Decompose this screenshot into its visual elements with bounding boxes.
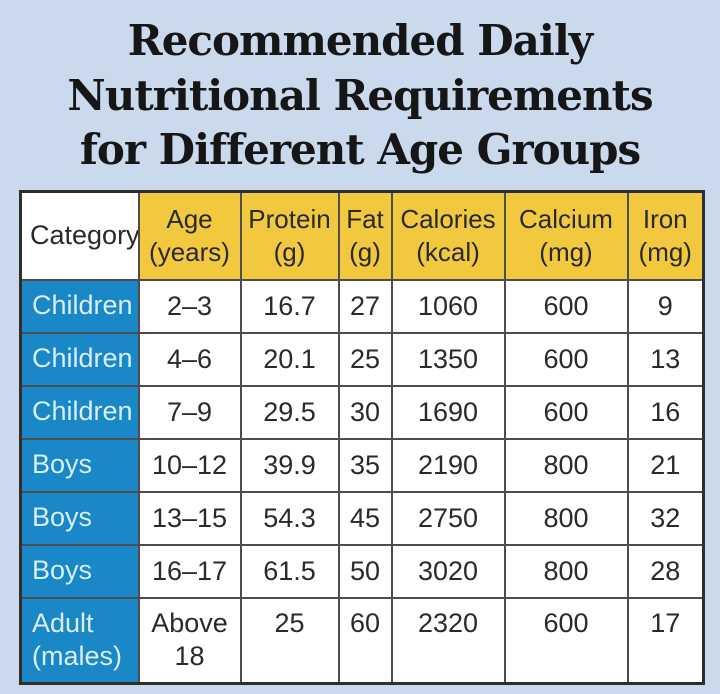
cell-category: Boys bbox=[19, 490, 140, 546]
cell-protein: 20.1 bbox=[239, 331, 340, 387]
cell-age: 13–15 bbox=[137, 490, 242, 546]
header-row: Category Age (years) Protein (g) Fat (g) Ca… bbox=[19, 190, 705, 281]
cell-category: Adult (males) bbox=[19, 596, 140, 685]
cell-protein: 16.7 bbox=[239, 278, 340, 334]
cell-category: Children bbox=[19, 278, 140, 334]
cell-protein: 29.5 bbox=[239, 384, 340, 440]
column-header-protein: Protein (g) bbox=[239, 190, 340, 281]
cell-iron: 13 bbox=[626, 331, 705, 387]
cell-age: 7–9 bbox=[137, 384, 242, 440]
cell-iron: 32 bbox=[626, 490, 705, 546]
cell-calories: 1690 bbox=[390, 384, 506, 440]
cell-calories: 1350 bbox=[390, 331, 506, 387]
cell-iron: 16 bbox=[626, 384, 705, 440]
nutrition-table: Category Age (years) Protein (g) Fat (g) Ca… bbox=[19, 190, 705, 685]
table-row: Boys 16–17 61.5 50 3020 800 28 bbox=[19, 543, 705, 599]
cell-iron: 9 bbox=[626, 278, 705, 334]
column-header-fat: Fat (g) bbox=[337, 190, 393, 281]
cell-calories: 3020 bbox=[390, 543, 506, 599]
cell-calcium: 600 bbox=[503, 278, 629, 334]
page-title: Recommended Daily Nutritional Requiremen… bbox=[0, 0, 720, 178]
cell-category: Boys bbox=[19, 437, 140, 493]
cell-iron: 28 bbox=[626, 543, 705, 599]
cell-protein: 39.9 bbox=[239, 437, 340, 493]
table-row: Children 4–6 20.1 25 1350 600 13 bbox=[19, 331, 705, 387]
cell-calcium: 600 bbox=[503, 331, 629, 387]
table-row: Children 7–9 29.5 30 1690 600 16 bbox=[19, 384, 705, 440]
table-row: Children 2–3 16.7 27 1060 600 9 bbox=[19, 278, 705, 334]
column-header-calories: Calories (kcal) bbox=[390, 190, 506, 281]
cell-age: 16–17 bbox=[137, 543, 242, 599]
cell-fat: 30 bbox=[337, 384, 393, 440]
cell-calories: 2320 bbox=[390, 596, 506, 685]
cell-calcium: 800 bbox=[503, 437, 629, 493]
title-line-1: Recommended Daily bbox=[127, 16, 593, 65]
table-row: Boys 10–12 39.9 35 2190 800 21 bbox=[19, 437, 705, 493]
column-header-iron: Iron (mg) bbox=[626, 190, 705, 281]
cell-fat: 60 bbox=[337, 596, 393, 685]
cell-age: 10–12 bbox=[137, 437, 242, 493]
column-header-age: Age (years) bbox=[137, 190, 242, 281]
cell-fat: 27 bbox=[337, 278, 393, 334]
cell-fat: 45 bbox=[337, 490, 393, 546]
cell-category: Children bbox=[19, 384, 140, 440]
column-header-calcium: Calcium (mg) bbox=[503, 190, 629, 281]
cell-age: 2–3 bbox=[137, 278, 242, 334]
cell-calcium: 600 bbox=[503, 384, 629, 440]
cell-calories: 2750 bbox=[390, 490, 506, 546]
cell-protein: 25 bbox=[239, 596, 340, 685]
table-row: Adult (males) Above 18 25 60 2320 600 17 bbox=[19, 596, 705, 685]
cell-iron: 21 bbox=[626, 437, 705, 493]
column-header-category: Category bbox=[19, 190, 140, 281]
cell-age: 4–6 bbox=[137, 331, 242, 387]
cell-calcium: 800 bbox=[503, 543, 629, 599]
title-line-3: for Different Age Groups bbox=[79, 125, 641, 175]
cell-category: Children bbox=[19, 331, 140, 387]
title-line-2: Nutritional Requirements bbox=[67, 70, 653, 120]
cell-calcium: 600 bbox=[503, 596, 629, 685]
cell-protein: 61.5 bbox=[239, 543, 340, 599]
cell-calories: 2190 bbox=[390, 437, 506, 493]
cell-calories: 1060 bbox=[390, 278, 506, 334]
cell-calcium: 800 bbox=[503, 490, 629, 546]
cell-iron: 17 bbox=[626, 596, 705, 685]
cell-age: Above 18 bbox=[137, 596, 242, 685]
cell-category: Boys bbox=[19, 543, 140, 599]
table-row: Boys 13–15 54.3 45 2750 800 32 bbox=[19, 490, 705, 546]
cell-fat: 25 bbox=[337, 331, 393, 387]
cell-fat: 50 bbox=[337, 543, 393, 599]
cell-fat: 35 bbox=[337, 437, 393, 493]
cell-protein: 54.3 bbox=[239, 490, 340, 546]
